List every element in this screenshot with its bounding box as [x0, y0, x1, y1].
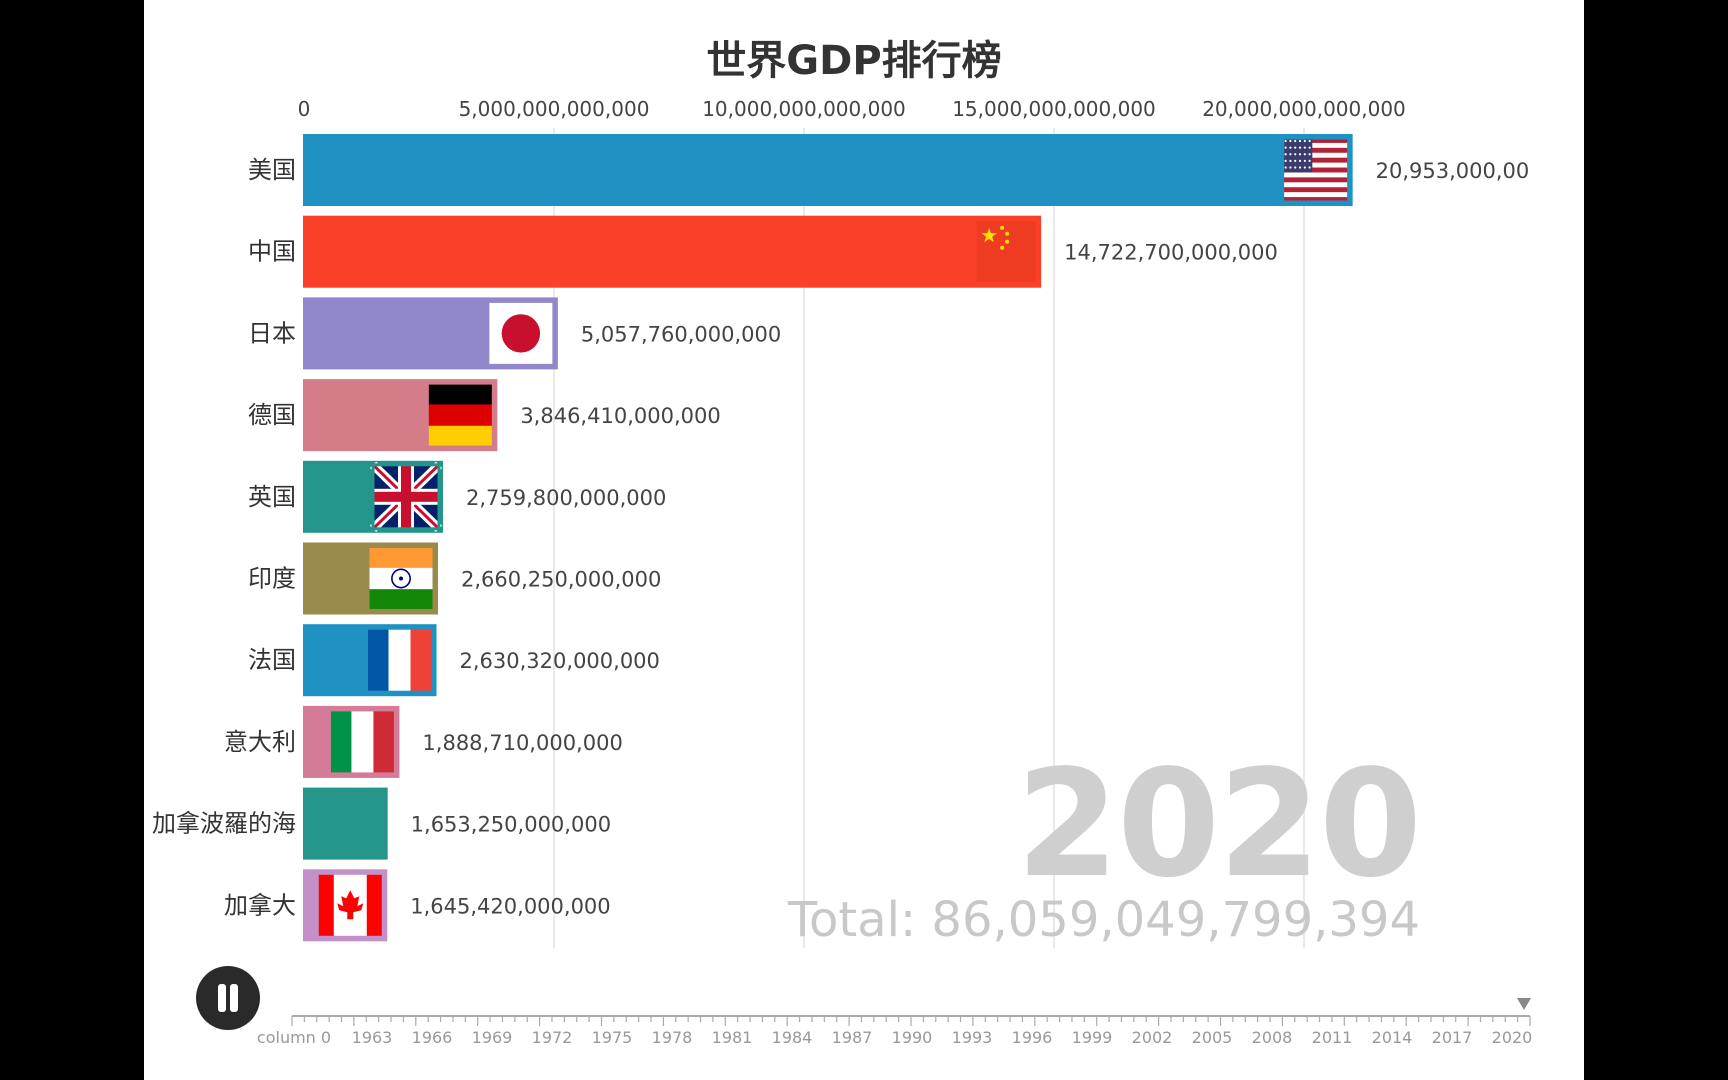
uk-flag-icon [369, 461, 443, 533]
bar-chart: 0 5,000,000,000,000 10,000,000,000,000 15,0… [152, 97, 1584, 1047]
value-label: 2,630,320,000,000 [460, 649, 660, 673]
category-label: 加拿波羅的海 [152, 810, 296, 838]
x-tick-label: 10,000,000,000,000 [702, 97, 906, 121]
timeline-tick-label[interactable]: 1969 [472, 1028, 513, 1047]
timeline-tick-label[interactable]: 1981 [712, 1028, 753, 1047]
timeline-tick-label[interactable]: 1972 [532, 1028, 573, 1047]
timeline-tick-label[interactable]: 1996 [1012, 1028, 1053, 1047]
timeline-tick-label[interactable]: 2020 [1492, 1028, 1533, 1047]
bar [303, 215, 1042, 288]
value-label: 2,759,800,000,000 [466, 486, 666, 510]
us-flag-icon [1281, 136, 1351, 204]
value-label: 14,722,700,000,000 [1064, 241, 1278, 265]
x-tick-label: 15,000,000,000,000 [952, 97, 1156, 121]
timeline-tick-label[interactable]: 1999 [1072, 1028, 1113, 1047]
category-label: 中国 [248, 238, 296, 266]
timeline-tick-label[interactable]: 1966 [412, 1028, 453, 1047]
pause-button[interactable] [196, 966, 260, 1030]
category-label: 加拿大 [224, 891, 296, 919]
value-label: 5,057,760,000,000 [581, 322, 781, 346]
germany-flag-icon [425, 381, 495, 449]
bar [303, 787, 388, 860]
timeline-tick-label[interactable]: 2002 [1132, 1028, 1173, 1047]
value-label: 3,846,410,000,000 [520, 404, 720, 428]
timeline-tick-label[interactable]: 2011 [1312, 1028, 1353, 1047]
timeline-tick-label[interactable]: 1978 [652, 1028, 693, 1047]
timeline-tick-label[interactable]: 2014 [1372, 1028, 1413, 1047]
category-label: 印度 [248, 565, 296, 593]
canada-flag-icon [315, 871, 385, 939]
x-tick-label: 20,000,000,000,000 [1202, 97, 1406, 121]
x-tick-label: 5,000,000,000,000 [459, 97, 650, 121]
timeline-tick-label[interactable]: 1990 [892, 1028, 933, 1047]
x-tick-label: 0 [298, 97, 311, 121]
italy-flag-icon [327, 708, 397, 776]
chart-title: 世界GDP排行榜 [706, 38, 1002, 84]
value-label: 1,645,420,000,000 [410, 894, 610, 918]
category-label: 法国 [248, 646, 296, 674]
timeline-tick-label[interactable]: 2005 [1192, 1028, 1233, 1047]
timeline-tick-label[interactable]: 1993 [952, 1028, 993, 1047]
timeline-tick-label[interactable]: 1987 [832, 1028, 873, 1047]
category-label: 德国 [248, 401, 296, 429]
category-label: 意大利 [224, 728, 296, 756]
category-label: 美国 [248, 156, 296, 184]
timeline-tick-label[interactable]: 1984 [772, 1028, 813, 1047]
timeline-tick-label[interactable]: column 0 [257, 1028, 331, 1047]
category-label: 英国 [248, 483, 296, 511]
value-label: 1,653,250,000,000 [411, 813, 611, 837]
timeline-tick-label[interactable]: 2017 [1432, 1028, 1473, 1047]
value-label: 2,660,250,000,000 [461, 568, 661, 592]
timeline-tick-label[interactable]: 1975 [592, 1028, 633, 1047]
france-flag-icon [365, 626, 435, 694]
category-label: 日本 [248, 319, 296, 347]
timeline-tick-label[interactable]: 1963 [352, 1028, 393, 1047]
value-label: 1,888,710,000,000 [422, 731, 622, 755]
timeline-marker-icon[interactable] [1517, 998, 1531, 1010]
total-value: Total: 86,059,049,799,394 [787, 892, 1420, 948]
china-flag-icon [973, 218, 1039, 286]
current-year: 2020 [1016, 738, 1422, 910]
chart-container: 世界GDP排行榜 0 5,000,000,000,000 10,000,000,00… [144, 0, 1584, 1080]
timeline-tick-label[interactable]: 2008 [1252, 1028, 1293, 1047]
india-flag-icon [366, 545, 436, 612]
japan-flag-icon [486, 299, 556, 367]
bar [303, 134, 1353, 206]
value-label: 20,953,000,000,000 [1376, 159, 1584, 183]
